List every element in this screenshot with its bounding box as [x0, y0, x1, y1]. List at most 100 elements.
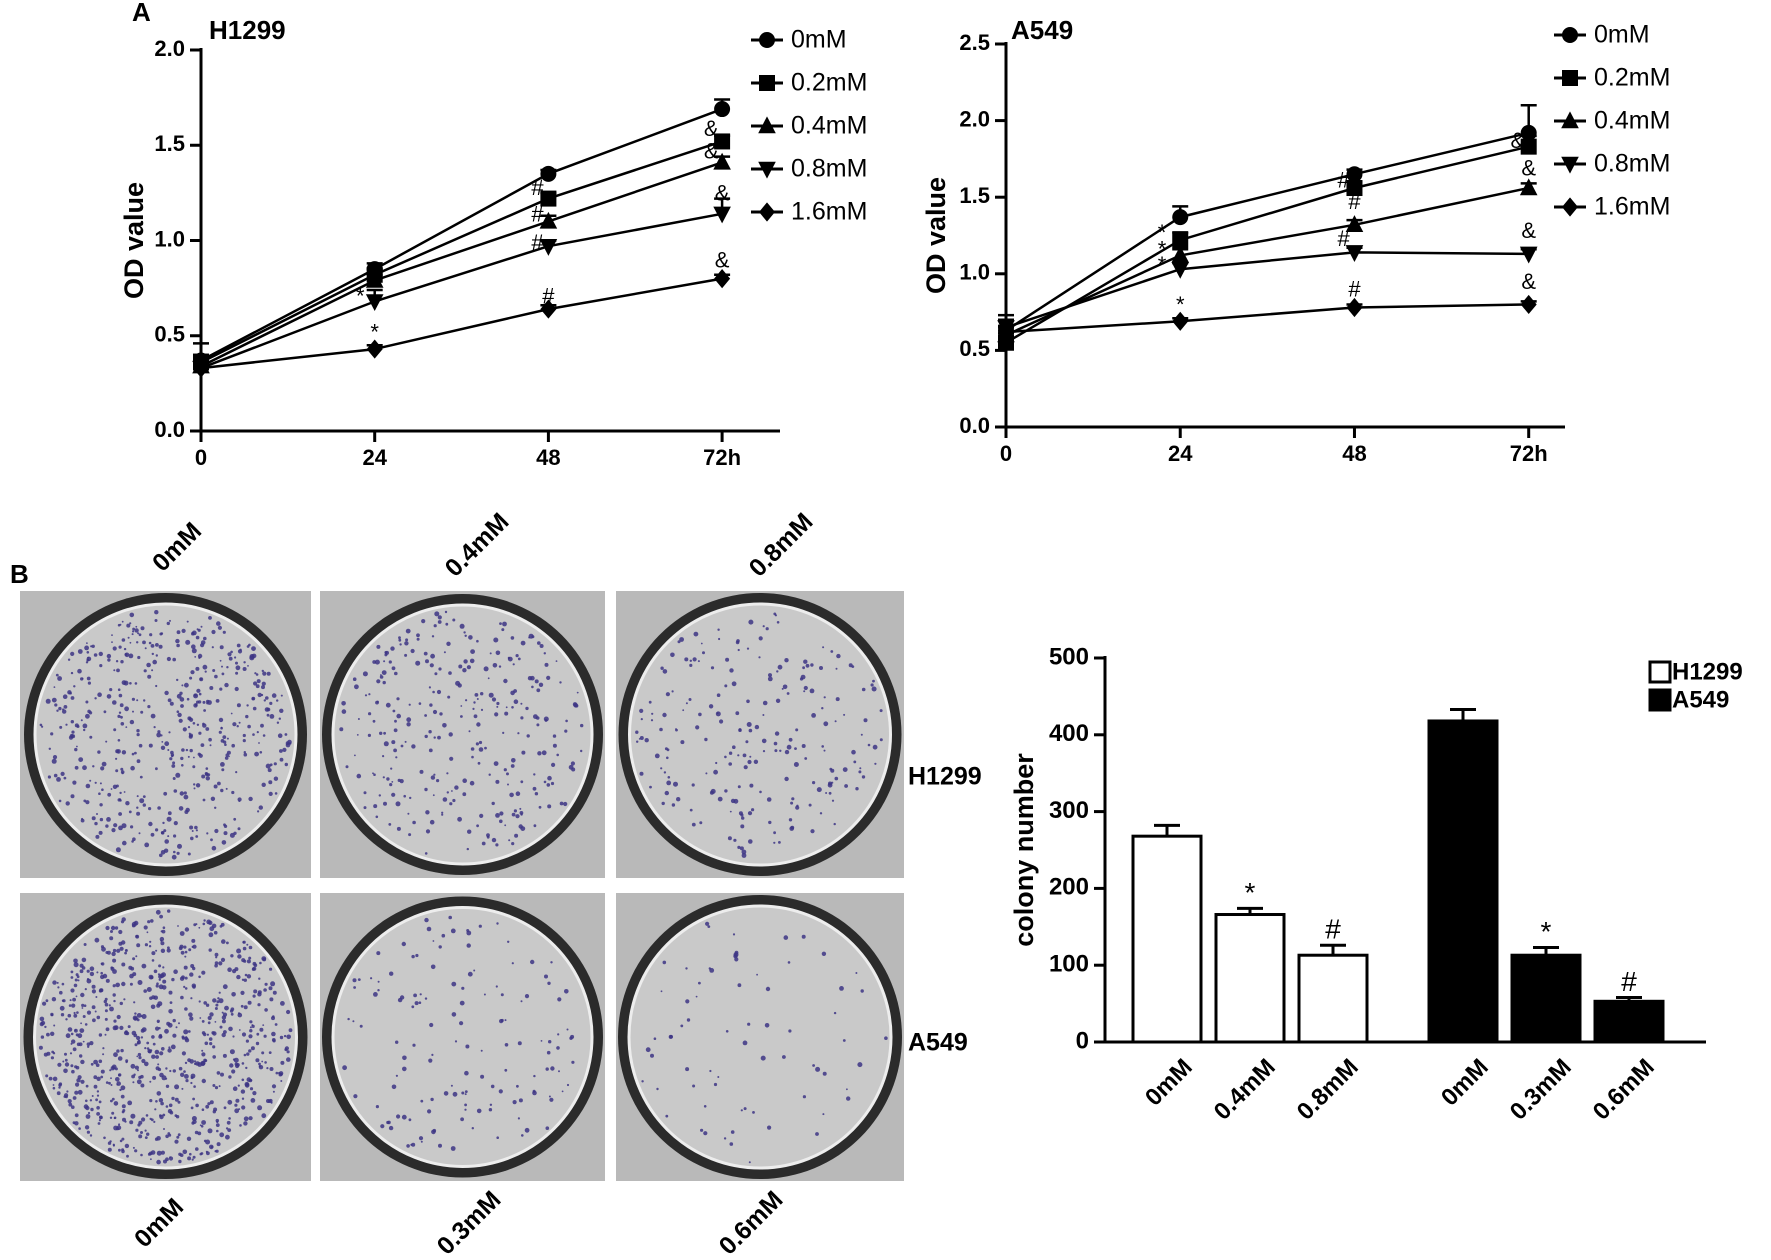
colony-dot	[715, 761, 718, 765]
colony-dot	[242, 733, 246, 738]
colony-dot	[639, 708, 644, 714]
colony-dot	[414, 1001, 419, 1006]
colony-dot	[452, 798, 456, 803]
colony-dot	[197, 1131, 202, 1136]
colony-dot	[147, 1049, 152, 1054]
colony-dot	[716, 693, 721, 697]
colony-dot	[201, 1078, 206, 1084]
colony-dot	[107, 1147, 112, 1152]
colony-dot	[211, 923, 217, 929]
colony-dot	[196, 723, 200, 726]
colony-dot	[224, 743, 227, 746]
colony-dot	[130, 1063, 136, 1069]
colony-dot	[461, 986, 465, 990]
colony-dot	[846, 1096, 851, 1101]
colony-dot	[372, 772, 374, 775]
colony-dot	[519, 811, 524, 815]
colony-dot	[517, 1041, 522, 1046]
colony-dot	[794, 747, 797, 750]
colony-dot	[168, 1046, 171, 1049]
colony-dot	[802, 1095, 807, 1099]
colony-dot	[211, 629, 216, 635]
colony-dot	[158, 964, 162, 968]
colony-dot	[86, 978, 90, 981]
colony-dot	[416, 633, 420, 638]
colony-dot	[733, 838, 737, 842]
colony-dot	[879, 709, 883, 713]
colony-dot	[251, 967, 256, 971]
colony-dot	[226, 666, 229, 669]
colony-dot	[444, 610, 448, 614]
colony-dot	[787, 961, 791, 964]
colony-dot	[174, 1114, 178, 1117]
x-tick-label: 48	[1342, 441, 1366, 466]
colony-dot	[545, 1067, 549, 1071]
colony-dot	[158, 984, 164, 990]
colony-dot	[138, 1134, 143, 1139]
colony-dot	[180, 756, 184, 761]
colony-dot	[189, 1016, 194, 1021]
colony-dot	[151, 1035, 155, 1039]
colony-dot	[790, 801, 794, 805]
colony-dot	[354, 684, 359, 690]
colony-dot	[229, 1063, 234, 1068]
colony-dot	[173, 821, 178, 826]
colony-dot	[119, 1088, 122, 1092]
colony-dot	[517, 1117, 521, 1120]
colony-dot	[260, 723, 264, 728]
colony-dot	[155, 1055, 160, 1059]
colony-dot	[129, 622, 132, 625]
colony-dot	[248, 1078, 253, 1083]
colony-dot	[158, 1027, 161, 1030]
colony-dot	[109, 1116, 113, 1120]
colony-dot	[159, 914, 164, 919]
y-tick-label: 2.0	[154, 36, 185, 61]
colony-dot	[63, 1068, 68, 1074]
colony-dot	[503, 678, 508, 684]
colony-dot	[214, 1021, 217, 1023]
colony-dot	[660, 767, 663, 770]
colony-dot	[80, 818, 85, 823]
colony-dot	[375, 815, 379, 819]
colony-dot	[182, 727, 187, 732]
colony-dot	[205, 767, 209, 770]
colony-dot	[139, 798, 145, 804]
colony-dot	[96, 1076, 101, 1082]
colony-dot	[254, 672, 257, 675]
point	[1172, 232, 1189, 249]
colony-dot	[565, 719, 568, 723]
colony-dot	[214, 806, 217, 809]
colony-dot	[258, 805, 263, 810]
colony-dot	[823, 721, 829, 727]
colony-dot	[280, 1001, 285, 1006]
colony-dot	[211, 646, 214, 649]
colony-dot	[162, 979, 167, 984]
colony-dot	[203, 1001, 207, 1005]
colony-dot	[654, 753, 660, 759]
colony-dot	[209, 1144, 214, 1150]
colony-dot	[171, 1096, 175, 1101]
colony-dot	[181, 628, 186, 634]
colony-dot	[84, 1023, 88, 1026]
colony-dot	[387, 1120, 391, 1125]
colony-dot	[57, 1062, 62, 1067]
colony-dot	[376, 679, 381, 684]
colony-dot	[653, 1037, 657, 1040]
y-axis-label: OD value	[921, 177, 951, 294]
point	[998, 322, 1014, 342]
colony-dot	[207, 773, 211, 777]
colony-dot	[452, 1091, 458, 1097]
colony-dot	[170, 750, 174, 755]
colony-dot	[140, 710, 144, 714]
colony-dot	[451, 981, 457, 987]
colony-dot	[156, 1003, 161, 1008]
colony-dot	[539, 644, 544, 648]
colony-dot	[117, 714, 121, 719]
colony-dot	[67, 1013, 72, 1018]
colony-dot	[235, 661, 238, 665]
colony-dot	[248, 1049, 252, 1053]
colony-dot	[405, 628, 411, 634]
colony-dot	[237, 1012, 241, 1015]
colony-dot	[115, 784, 119, 788]
colony-dot	[424, 734, 428, 739]
